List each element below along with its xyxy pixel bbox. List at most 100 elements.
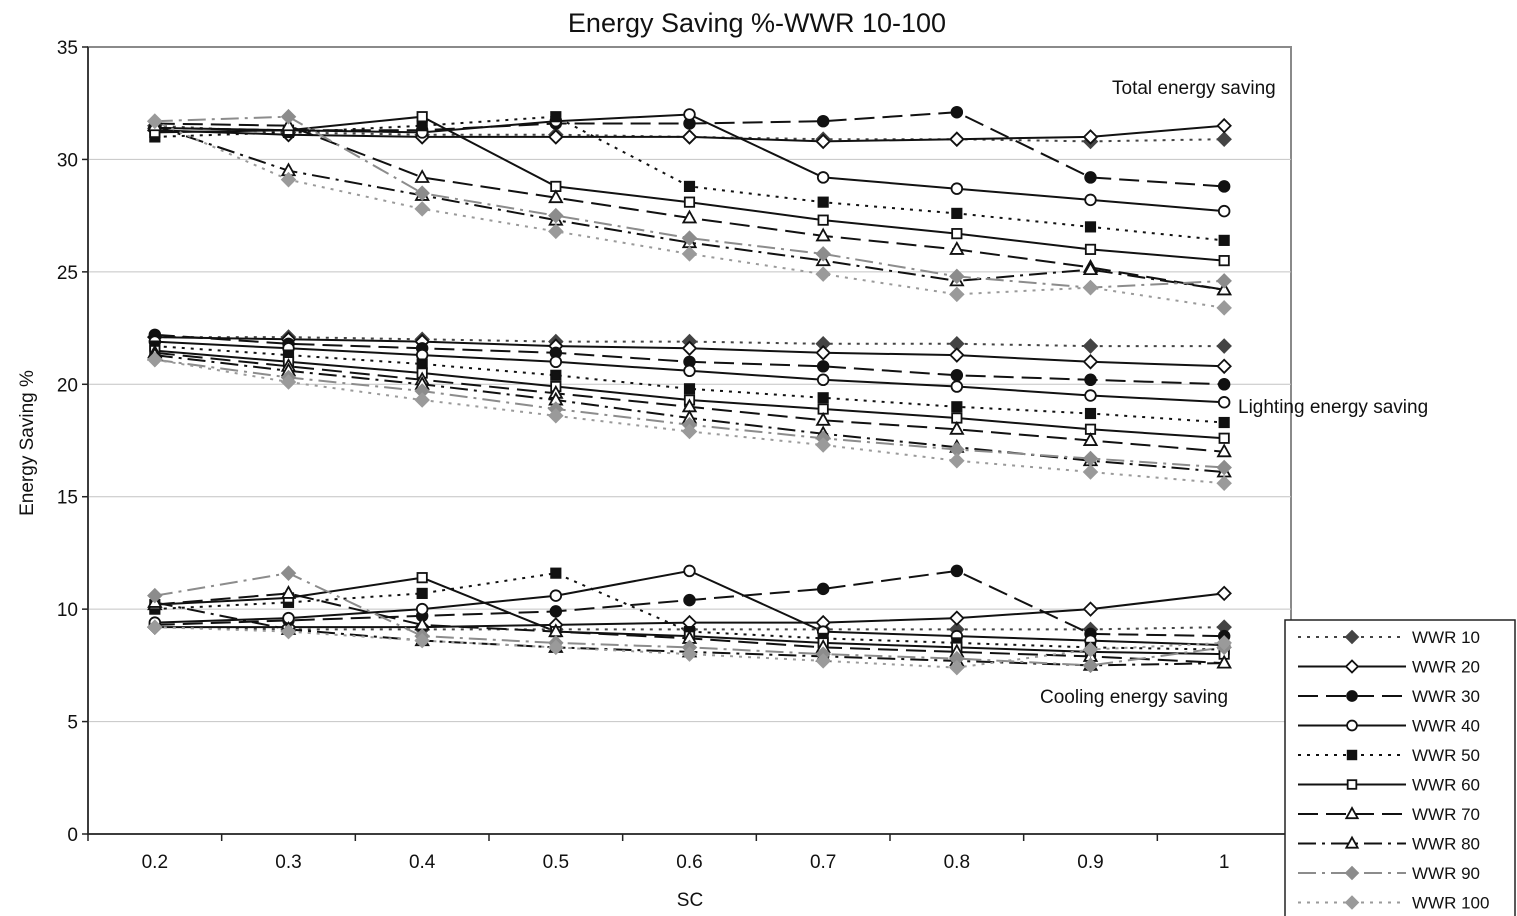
data-point-wwr-30-cooling (549, 605, 563, 618)
y-axis-label: Energy Saving % (17, 370, 38, 516)
data-point-wwr-20-lighting (681, 340, 698, 357)
data-point-wwr-60-total (817, 214, 829, 226)
tick-labels: 0 5 10 15 20 25 30 35 0.2 0.3 0.4 0.5 0.6 0.7 0.8 0.9 1 (57, 38, 1230, 873)
legend-marker-wwr-50 (1346, 749, 1358, 761)
x-tick-label: 1 (1219, 852, 1230, 873)
data-point-wwr-30-total (1217, 180, 1231, 193)
data-point-wwr-40-lighting (816, 373, 830, 387)
data-point-wwr-70-total (280, 117, 297, 132)
data-point-wwr-100-cooling (1082, 641, 1099, 658)
data-point-wwr-100-cooling (1216, 635, 1232, 651)
data-point-wwr-50-lighting (550, 369, 562, 381)
x-tick-label: 0.3 (275, 852, 301, 873)
data-point-wwr-50-lighting (1084, 407, 1097, 420)
data-point-wwr-100-cooling (147, 619, 163, 635)
data-point-wwr-100-lighting (414, 392, 430, 408)
data-point-wwr-100-total (147, 113, 163, 129)
legend-marker-wwr-60 (1346, 779, 1358, 790)
data-point-wwr-10-lighting (1216, 338, 1232, 354)
data-point-wwr-70-total (949, 241, 965, 255)
data-point-wwr-100-total (414, 201, 430, 217)
data-point-wwr-10-total (1216, 131, 1232, 147)
data-point-wwr-100-total (1216, 300, 1232, 316)
legend-label-wwr-10: WWR 10 (1412, 628, 1480, 647)
x-tick-label: 0.6 (676, 852, 702, 873)
data-point-wwr-100-lighting (815, 437, 831, 453)
data-point-wwr-100-cooling (815, 653, 831, 669)
data-point-wwr-50-total (817, 196, 829, 208)
data-point-wwr-70-cooling (280, 585, 297, 599)
annotation-lighting-energy-saving: Lighting energy saving (1238, 397, 1428, 418)
data-point-wwr-100-lighting (681, 423, 698, 440)
legend-marker-wwr-10 (1344, 629, 1360, 645)
data-point-wwr-70-lighting (1082, 432, 1099, 446)
series-line-wwr-90-cooling (154, 572, 1225, 667)
data-point-wwr-90-total (949, 268, 965, 285)
data-point-wwr-50-total (951, 207, 963, 219)
series-line-wwr-100-cooling (154, 626, 1225, 669)
data-point-wwr-40-lighting (950, 380, 964, 393)
data-point-wwr-90-total (414, 185, 430, 201)
series-line-wwr-10-cooling (154, 626, 1225, 631)
data-point-wwr-40-cooling (549, 589, 563, 602)
y-tick-label: 30 (57, 150, 78, 171)
data-point-wwr-90-cooling (1082, 657, 1099, 674)
data-point-wwr-100-lighting (147, 351, 163, 368)
data-point-wwr-70-lighting (949, 420, 965, 435)
data-point-wwr-30-lighting (1084, 373, 1097, 387)
legend-marker-wwr-40 (1346, 719, 1358, 732)
data-point-wwr-100-cooling (949, 659, 965, 676)
data-point-wwr-100-total (949, 286, 965, 303)
data-point-wwr-100-lighting (1082, 464, 1099, 480)
series-markers (147, 105, 1232, 676)
data-point-wwr-60-total (683, 196, 696, 208)
legend-label-wwr-90: WWR 90 (1412, 864, 1480, 883)
data-point-wwr-90-cooling (280, 565, 297, 581)
series-line-wwr-80-total (154, 124, 1225, 291)
data-point-wwr-100-total (280, 171, 297, 188)
data-point-wwr-100-cooling (280, 623, 297, 640)
data-point-wwr-100-cooling (414, 632, 430, 649)
data-point-wwr-40-total (950, 182, 964, 195)
data-point-wwr-70-lighting (1216, 443, 1232, 458)
axes (82, 46, 1292, 841)
data-point-wwr-70-lighting (815, 411, 831, 426)
data-point-wwr-100-total (1082, 279, 1099, 296)
series-line-wwr-100-lighting (154, 358, 1225, 485)
data-point-wwr-20-total (815, 133, 831, 150)
series-line-wwr-100-total (154, 120, 1225, 309)
data-point-wwr-20-lighting (1082, 354, 1099, 370)
x-tick-label: 0.9 (1077, 852, 1103, 873)
y-tick-label: 15 (57, 488, 78, 509)
data-point-wwr-20-cooling (949, 610, 965, 626)
data-point-wwr-100-cooling (681, 646, 698, 662)
legend-label-wwr-40: WWR 40 (1412, 717, 1480, 736)
data-point-wwr-100-lighting (280, 374, 297, 390)
data-point-wwr-30-total (1084, 171, 1097, 184)
data-point-wwr-30-cooling (816, 582, 830, 596)
data-point-wwr-40-lighting (683, 364, 696, 378)
series-line-wwr-50-lighting (154, 345, 1225, 424)
legend-label-wwr-30: WWR 30 (1412, 687, 1480, 706)
data-point-wwr-60-cooling (416, 572, 428, 584)
data-point-wwr-20-cooling (1082, 601, 1099, 617)
data-point-wwr-40-cooling (415, 602, 429, 616)
plot-background (87, 46, 1292, 835)
x-tick-label: 0.7 (810, 852, 836, 873)
data-point-wwr-50-total (550, 111, 562, 123)
chart-title: Energy Saving %-WWR 10-100 (568, 8, 946, 38)
data-point-wwr-100-lighting (949, 452, 965, 469)
data-point-wwr-50-total (683, 180, 696, 192)
data-point-wwr-60-total (1218, 255, 1230, 267)
data-point-wwr-30-lighting (816, 360, 830, 373)
data-point-wwr-50-total (1084, 221, 1097, 233)
data-point-wwr-60-total (1084, 243, 1097, 255)
y-tick-label: 20 (57, 375, 78, 396)
data-point-wwr-50-cooling (416, 587, 428, 599)
annotation-cooling-energy-saving: Cooling energy saving (1040, 687, 1228, 708)
data-point-wwr-70-total (414, 169, 430, 183)
series-line-wwr-10-total (154, 124, 1225, 143)
data-point-wwr-90-cooling (147, 587, 163, 604)
x-tick-label: 0.2 (142, 852, 168, 873)
